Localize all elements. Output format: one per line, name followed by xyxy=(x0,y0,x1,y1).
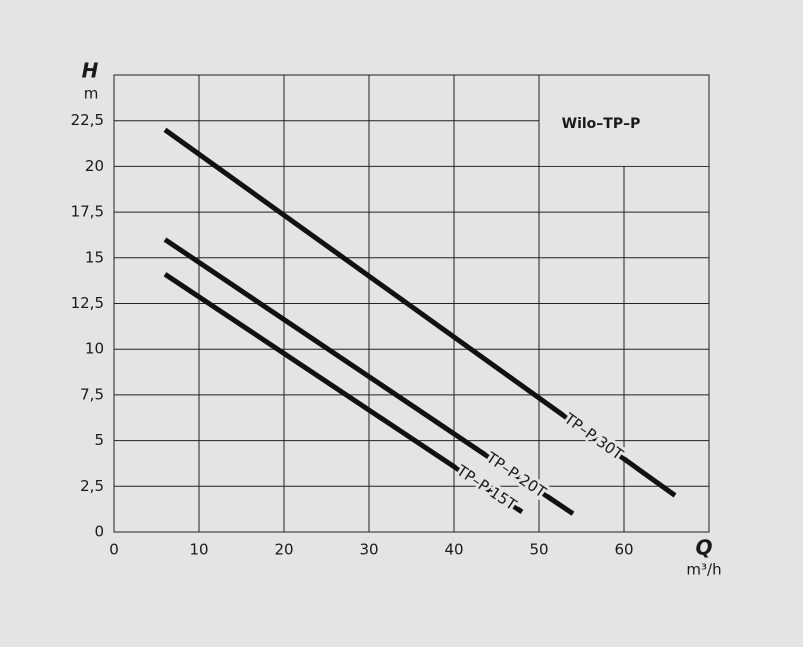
series-line xyxy=(163,272,524,514)
x-axis-label: Q xyxy=(695,536,712,560)
x-tick-label: 40 xyxy=(444,541,463,559)
y-tick-label: 5 xyxy=(94,431,104,449)
series-line xyxy=(163,127,677,498)
x-tick-label: 0 xyxy=(109,541,119,559)
y-tick-label: 22,5 xyxy=(71,111,104,129)
y-tick-label: 15 xyxy=(85,248,104,266)
x-tick-label: 30 xyxy=(359,541,378,559)
y-tick-label: 0 xyxy=(94,523,104,541)
chart-title: Wilo–TP–P xyxy=(562,116,641,132)
plot-frame xyxy=(113,74,710,533)
y-axis-label: H xyxy=(82,59,99,83)
x-tick-label: 50 xyxy=(529,541,548,559)
title-box xyxy=(539,75,709,166)
y-tick-label: 20 xyxy=(85,157,104,175)
y-tick-label: 7,5 xyxy=(80,385,104,403)
x-axis-unit: m³/h xyxy=(686,561,721,579)
y-tick-label: 2,5 xyxy=(80,477,104,495)
series-line xyxy=(163,237,575,516)
x-tick-label: 10 xyxy=(189,541,208,559)
x-tick-label: 60 xyxy=(614,541,633,559)
y-tick-label: 12,5 xyxy=(71,294,104,312)
y-tick-label: 17,5 xyxy=(71,203,104,221)
x-tick-label: 20 xyxy=(274,541,293,559)
y-tick-label: 10 xyxy=(85,340,104,358)
y-axis-unit: m xyxy=(84,85,99,103)
